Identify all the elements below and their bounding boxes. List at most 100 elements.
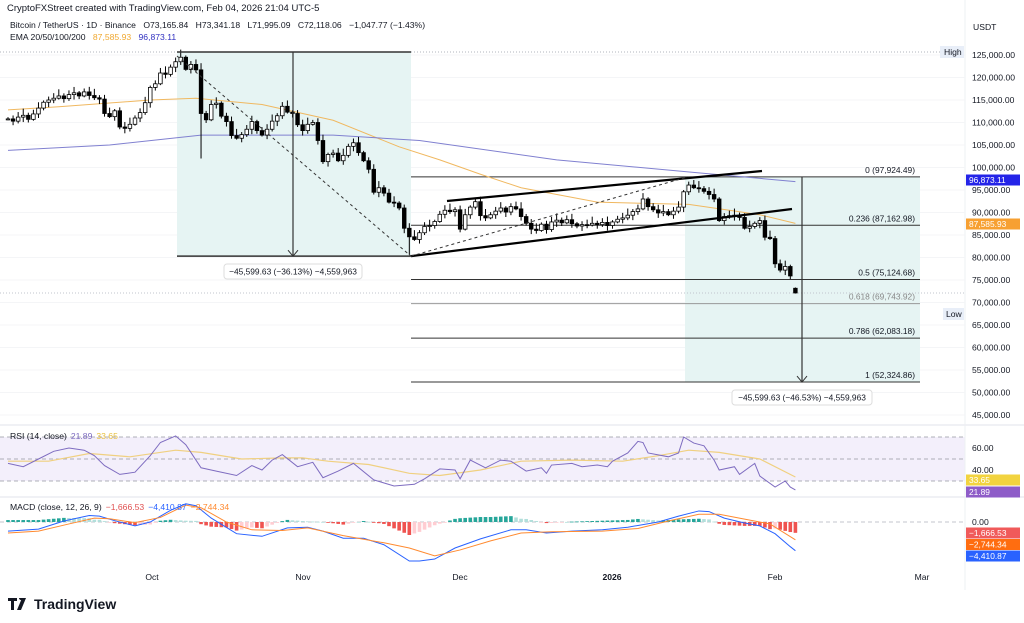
candle-down[interactable] (402, 207, 407, 229)
candle-up[interactable] (422, 226, 427, 234)
candle-down[interactable] (97, 97, 102, 100)
candle-down[interactable] (772, 238, 778, 265)
candle-up[interactable] (66, 94, 72, 100)
candle-up[interactable] (325, 154, 331, 163)
candle-down[interactable] (386, 192, 392, 203)
candle-up[interactable] (640, 198, 646, 210)
candle-up[interactable] (554, 219, 559, 223)
candle-up[interactable] (173, 61, 178, 68)
candle-up[interactable] (305, 123, 310, 132)
candle-down[interactable] (701, 188, 707, 192)
candle-down[interactable] (483, 215, 488, 219)
candle-up[interactable] (676, 206, 681, 212)
candle-down[interactable] (767, 236, 773, 239)
candle-up[interactable] (137, 112, 143, 119)
candle-down[interactable] (198, 69, 204, 114)
candle-down[interactable] (396, 202, 402, 209)
candle-down[interactable] (203, 113, 209, 121)
candle-up[interactable] (5, 118, 11, 121)
fib-trend-dashed-line[interactable] (410, 176, 689, 257)
candle-down[interactable] (61, 95, 67, 100)
candle-down[interactable] (76, 92, 82, 97)
candle-down[interactable] (391, 201, 397, 204)
candle-up[interactable] (153, 83, 158, 88)
candle-down[interactable] (605, 221, 610, 226)
candle-up[interactable] (208, 104, 214, 121)
candle-up[interactable] (112, 110, 117, 118)
candle-down[interactable] (193, 64, 199, 71)
candle-up[interactable] (330, 152, 336, 155)
candle-up[interactable] (493, 210, 498, 216)
candle-down[interactable] (777, 263, 783, 271)
candle-down[interactable] (92, 95, 97, 99)
candle-up[interactable] (280, 105, 285, 117)
candle-down[interactable] (371, 168, 376, 193)
tradingview-logo[interactable]: TradingView (8, 596, 116, 612)
candle-down[interactable] (645, 198, 651, 208)
candle-up[interactable] (508, 206, 514, 213)
candle-down[interactable] (300, 124, 305, 131)
candle-up[interactable] (488, 214, 493, 219)
candle-down[interactable] (574, 223, 580, 227)
candle-down[interactable] (295, 113, 300, 126)
candle-down[interactable] (117, 110, 122, 128)
candle-up[interactable] (437, 213, 442, 222)
candle-down[interactable] (163, 72, 168, 75)
candle-up[interactable] (21, 114, 26, 118)
candle-up[interactable] (752, 222, 757, 227)
candle-down[interactable] (107, 113, 112, 118)
candle-down[interactable] (666, 211, 671, 216)
candle-up[interactable] (681, 191, 686, 208)
candle-up[interactable] (51, 97, 56, 101)
candle-up[interactable] (417, 232, 422, 240)
candle-down[interactable] (381, 187, 387, 194)
candle-down[interactable] (793, 287, 798, 294)
candle-up[interactable] (82, 91, 87, 97)
candle-up[interactable] (686, 184, 691, 193)
symbol-title[interactable]: Bitcoin / TetherUS · 1D · Binance (10, 20, 136, 30)
candle-down[interactable] (584, 224, 590, 227)
candle-down[interactable] (87, 91, 92, 96)
candle-down[interactable] (356, 142, 361, 154)
candle-down[interactable] (656, 209, 661, 214)
channel-upper-line[interactable] (446, 169, 763, 203)
candle-down[interactable] (412, 236, 417, 240)
candle-up[interactable] (539, 223, 544, 231)
candle-up[interactable] (239, 134, 244, 139)
candle-down[interactable] (478, 201, 483, 217)
candle-down[interactable] (559, 219, 564, 224)
candle-up[interactable] (783, 266, 788, 271)
candle-down[interactable] (518, 208, 524, 217)
candle-down[interactable] (259, 130, 265, 136)
candle-up[interactable] (127, 123, 133, 129)
candle-down[interactable] (361, 152, 366, 162)
channel-lower-line[interactable] (410, 207, 793, 258)
candle-up[interactable] (661, 211, 666, 214)
candle-up[interactable] (310, 122, 315, 125)
candle-up[interactable] (249, 121, 255, 130)
candle-up[interactable] (498, 207, 503, 212)
candle-up[interactable] (214, 102, 219, 105)
candle-down[interactable] (285, 105, 290, 113)
candle-up[interactable] (615, 218, 620, 223)
candle-up[interactable] (590, 222, 595, 226)
candle-down[interactable] (219, 102, 224, 117)
candle-up[interactable] (473, 201, 478, 208)
candle-up[interactable] (244, 128, 249, 136)
candle-up[interactable] (178, 56, 183, 63)
candle-up[interactable] (56, 95, 61, 99)
candle-down[interactable] (224, 115, 229, 122)
candle-down[interactable] (320, 140, 326, 163)
candle-up[interactable] (71, 92, 77, 96)
candle-down[interactable] (711, 194, 717, 200)
rsi-legend-label[interactable]: RSI (14, close) (10, 431, 67, 441)
candle-up[interactable] (264, 128, 270, 136)
candle-up[interactable] (15, 116, 21, 122)
ema-label[interactable]: EMA 20/50/100/200 (10, 32, 86, 42)
candle-down[interactable] (523, 216, 529, 224)
candle-down[interactable] (595, 222, 600, 226)
candle-down[interactable] (447, 209, 453, 212)
candle-down[interactable] (229, 121, 234, 136)
candle-up[interactable] (630, 211, 636, 216)
candle-down[interactable] (407, 227, 412, 238)
